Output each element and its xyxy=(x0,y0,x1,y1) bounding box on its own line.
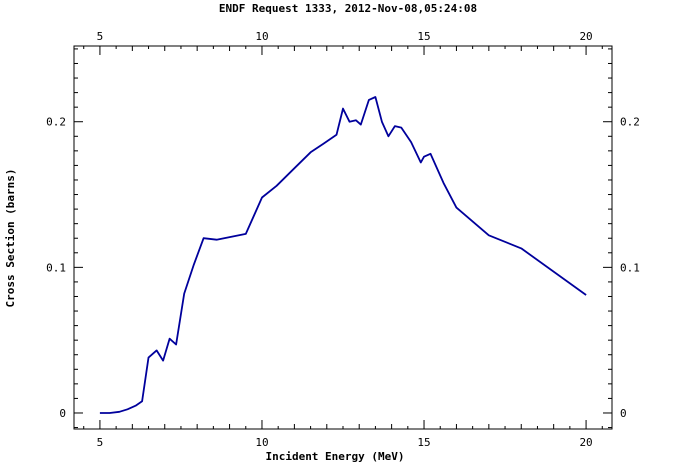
y-tick-label-left: 0 xyxy=(59,407,66,420)
x-tick-label-bottom: 15 xyxy=(417,436,430,449)
y-axis-label: Cross Section (barns) xyxy=(4,168,17,307)
x-tick-label-bottom: 20 xyxy=(579,436,592,449)
x-tick-label-top: 15 xyxy=(417,30,430,43)
x-tick-label-bottom: 10 xyxy=(255,436,268,449)
x-tick-label-top: 5 xyxy=(97,30,104,43)
cross-section-series-line xyxy=(99,96,587,414)
series-layer xyxy=(99,96,587,414)
y-tick-label-right: 0 xyxy=(620,407,627,420)
plot-frame xyxy=(73,45,613,430)
axis-ticks xyxy=(74,46,612,429)
x-tick-label-top: 10 xyxy=(255,30,268,43)
y-tick-label-right: 0.1 xyxy=(620,261,640,274)
tick-labels: 5 5 10 10 15 15 20 20 0 0 0.1 0.1 0.2 0.2 xyxy=(46,30,640,449)
x-axis-label: Incident Energy (MeV) xyxy=(265,450,404,463)
y-tick-label-right: 0.2 xyxy=(620,116,640,129)
chart-title: ENDF Request 1333, 2012-Nov-08,05:24:08 xyxy=(219,2,477,15)
y-tick-label-left: 0.1 xyxy=(46,261,66,274)
y-tick-label-left: 0.2 xyxy=(46,116,66,129)
x-tick-label-top: 20 xyxy=(579,30,592,43)
x-tick-label-bottom: 5 xyxy=(97,436,104,449)
